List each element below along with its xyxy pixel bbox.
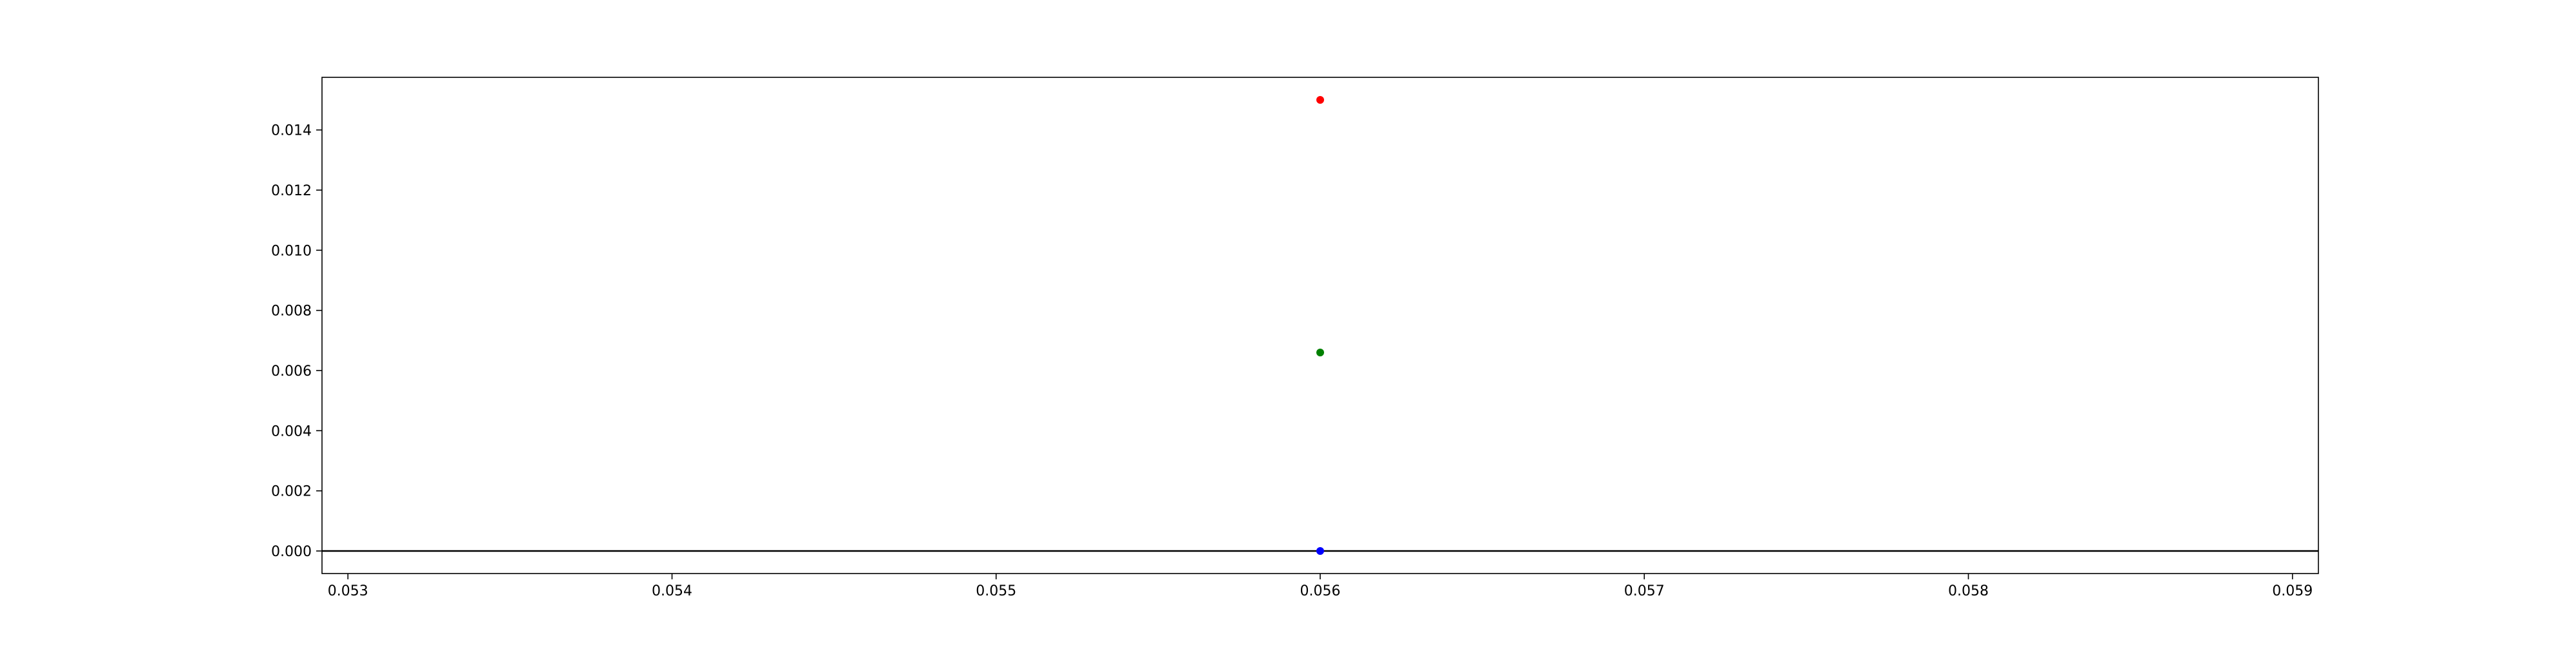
plot-area: 0.053 0.054 0.055 0.056 0.057 0.058 0.059 0.000…	[271, 77, 2319, 599]
x-tick-label: 0.054	[652, 583, 692, 599]
y-tick-label: 0.010	[271, 243, 312, 259]
y-tick-label: 0.000	[271, 544, 312, 560]
x-tick-label: 0.057	[1624, 583, 1665, 599]
x-tick-label: 0.058	[1948, 583, 1989, 599]
x-tick-label: 0.055	[976, 583, 1016, 599]
x-tick-label: 0.059	[2272, 583, 2313, 599]
data-point-series-0	[1316, 96, 1324, 104]
y-tick-label: 0.008	[271, 304, 312, 320]
y-tick-label: 0.014	[271, 123, 312, 139]
y-tick-label: 0.012	[271, 183, 312, 199]
data-point-series-1	[1316, 349, 1324, 356]
x-tick-label: 0.053	[328, 583, 368, 599]
y-tick-label: 0.002	[271, 484, 312, 500]
y-tick-label: 0.004	[271, 423, 312, 439]
plot-frame	[321, 77, 2319, 574]
y-tick-label: 0.006	[271, 363, 312, 380]
x-tick-label: 0.056	[1300, 583, 1341, 599]
data-point-series-2	[1316, 547, 1324, 555]
